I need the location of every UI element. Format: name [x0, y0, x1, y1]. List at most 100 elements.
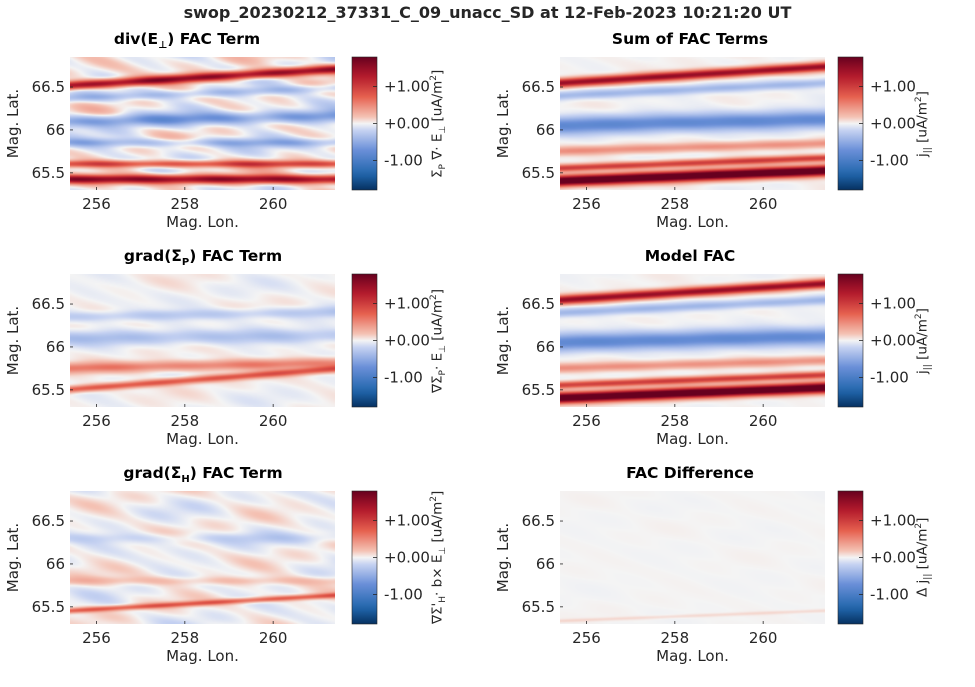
x-tick-label: 260 [749, 629, 778, 647]
colorbar-tick-label: +1.00 [384, 78, 430, 96]
x-tick-label: 256 [82, 629, 111, 647]
x-tick-label: 258 [661, 195, 690, 213]
axes-frame [560, 57, 825, 190]
x-tick-label: 260 [749, 412, 778, 430]
y-tick-label: 66 [46, 338, 65, 356]
colorbar-grad-sigma-p [351, 273, 378, 408]
heatmap-div-e-perp [70, 57, 335, 190]
colorbar-tick-label: +0.00 [384, 115, 430, 133]
axes-frame [70, 274, 335, 407]
x-tick-label: 256 [572, 412, 601, 430]
y-tick-label: 65.5 [522, 598, 555, 616]
colorbar-tick-label: +0.00 [384, 549, 430, 567]
axes-grad-sigma-h: 256 258 260 65.5 66 66.5 Mag. Lon. Mag. Lat. +1.… [4, 490, 430, 665]
y-tick-label: 66 [46, 121, 65, 139]
panel-title-grad-sigma-p: grad(ΣP) FAC Term [124, 247, 282, 268]
x-axis-label: Mag. Lon. [656, 213, 729, 231]
y-axis-label: Mag. Lat. [4, 523, 22, 592]
colorbar-tick-label: -1.00 [384, 368, 423, 386]
colorbar-label-grad-sigma-h: ∇Σ'H· b× E⊥ [uA/m2] [428, 490, 448, 624]
colorbar-tick-label: -1.00 [870, 151, 909, 169]
heatmap-model-fac [560, 274, 825, 407]
x-axis-label: Mag. Lon. [656, 430, 729, 448]
panel-title-subscript: H [181, 474, 190, 486]
axes-fac-difference: 256 258 260 65.5 66 66.5 Mag. Lon. Mag. Lat. +1.… [494, 490, 916, 665]
y-tick-label: 66.5 [522, 78, 555, 96]
axes-sum-fac: 256 258 260 65.5 66 66.5 Mag. Lon. Mag. Lat. +1.… [494, 56, 916, 231]
y-tick-label: 66.5 [522, 295, 555, 313]
panel-title-main: Sum of FAC Terms [611, 30, 769, 48]
axes-frame [560, 274, 825, 407]
colorbar-tick-label: +0.00 [870, 115, 916, 133]
x-tick-label: 260 [749, 195, 778, 213]
panel-title-tail: ) FAC Term [189, 464, 283, 482]
colorbar-tick-label: +0.00 [870, 332, 916, 350]
axes-frame [70, 57, 335, 190]
y-axis-label: Mag. Lat. [494, 306, 512, 375]
panel-title-main: grad(Σ [123, 247, 182, 265]
colorbar-tick-label: -1.00 [870, 585, 909, 603]
x-tick-label: 256 [572, 629, 601, 647]
y-axis-label: Mag. Lat. [494, 89, 512, 158]
y-tick-label: 66.5 [32, 512, 65, 530]
colorbar-label-grad-sigma-p: ∇ΣP· E⊥ [uA/m2] [428, 288, 448, 393]
x-tick-label: 258 [171, 629, 200, 647]
x-tick-label: 258 [661, 412, 690, 430]
colorbar-label-fac-difference: Δ j|| [uA/m2] [913, 517, 933, 597]
heatmap-fac-difference [560, 491, 825, 624]
panel-title-grad-sigma-h: grad(ΣH) FAC Term [123, 464, 282, 485]
y-axis-label: Mag. Lat. [494, 523, 512, 592]
axes-frame [70, 491, 335, 624]
colorbar-tick-label: +1.00 [870, 78, 916, 96]
figure-title: swop_20230212_37331_C_09_unacc_SD at 12-… [183, 3, 792, 22]
colorbar-tick-label: +0.00 [870, 549, 916, 567]
colorbar-label-sum-fac: j|| [uA/m2] [913, 90, 933, 157]
panel-title-tail: ) FAC Term [167, 30, 261, 48]
y-tick-label: 66 [536, 555, 555, 573]
y-tick-label: 66 [536, 121, 555, 139]
panel-title-sum-fac: Sum of FAC Terms [612, 30, 768, 48]
axes-div-e-perp: 256 258 260 65.5 66 66.5 Mag. Lon. Mag. Lat. +1.… [4, 56, 430, 231]
heatmap-grad-sigma-p [70, 274, 335, 407]
y-axis-label: Mag. Lat. [4, 306, 22, 375]
x-tick-label: 256 [572, 195, 601, 213]
x-axis-label: Mag. Lon. [656, 647, 729, 665]
y-tick-label: 65.5 [32, 598, 65, 616]
panel-title-main: grad(Σ [123, 464, 182, 482]
y-tick-label: 65.5 [522, 164, 555, 182]
y-tick-label: 65.5 [32, 381, 65, 399]
axes-frame [560, 491, 825, 624]
x-tick-label: 258 [171, 412, 200, 430]
colorbar-tick-label: +0.00 [384, 332, 430, 350]
y-tick-label: 66.5 [32, 295, 65, 313]
colorbar-tick-label: +1.00 [870, 295, 916, 313]
panel-title-fac-difference: FAC Difference [626, 464, 754, 482]
panel-title-subscript: ⊥ [158, 40, 168, 52]
x-tick-label: 258 [661, 629, 690, 647]
panel-title-main: div(E [113, 30, 159, 48]
panel-title-main: FAC Difference [626, 464, 754, 482]
colorbar-label-model-fac: j|| [uA/m2] [913, 307, 933, 374]
heatmap-sum-fac [560, 57, 825, 190]
panel-title-div-e-perp: div(E⊥) FAC Term [114, 30, 260, 51]
x-axis-label: Mag. Lon. [166, 647, 239, 665]
colorbar-tick-label: -1.00 [384, 585, 423, 603]
colorbar-tick-label: +1.00 [384, 295, 430, 313]
colorbar-grad-sigma-h [351, 490, 378, 625]
x-axis-label: Mag. Lon. [166, 430, 239, 448]
y-axis-label: Mag. Lat. [4, 89, 22, 158]
panel-title-main: Model FAC [644, 247, 736, 265]
x-axis-label: Mag. Lon. [166, 213, 239, 231]
x-tick-label: 256 [82, 195, 111, 213]
y-tick-label: 66.5 [32, 78, 65, 96]
heatmap-grad-sigma-h [70, 491, 335, 624]
y-tick-label: 65.5 [522, 381, 555, 399]
colorbar-tick-label: +1.00 [870, 512, 916, 530]
axes-grad-sigma-p: 256 258 260 65.5 66 66.5 Mag. Lon. Mag. Lat. +1.… [4, 273, 430, 448]
colorbar-label-div-e-perp: ΣP ∇· E⊥ [uA/m2] [428, 69, 448, 178]
y-tick-label: 66 [46, 555, 65, 573]
y-tick-label: 66 [536, 338, 555, 356]
y-tick-label: 66.5 [522, 512, 555, 530]
x-tick-label: 260 [259, 195, 288, 213]
